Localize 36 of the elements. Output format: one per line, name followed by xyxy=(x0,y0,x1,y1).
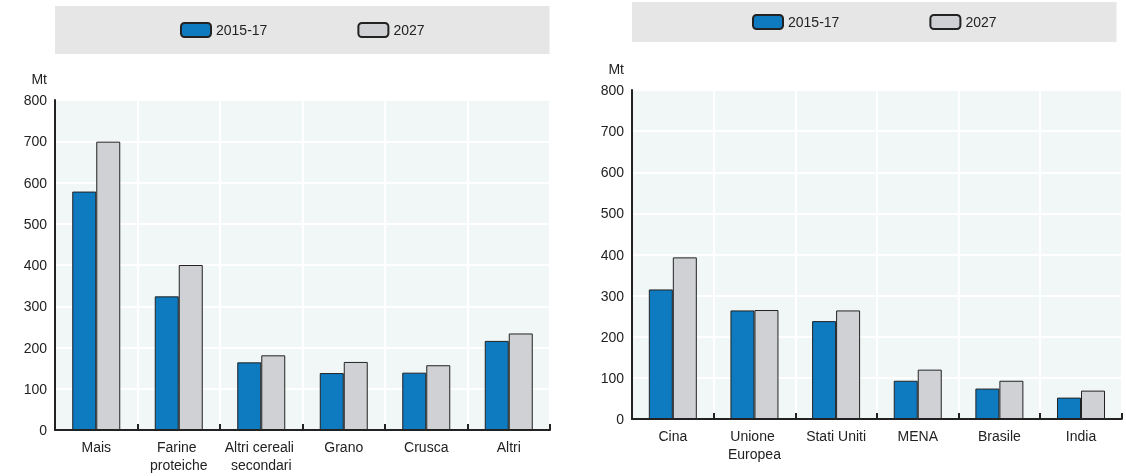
y-axis-title: Mt xyxy=(608,61,625,77)
y-tick-label: 500 xyxy=(23,215,48,232)
y-tick-label: 0 xyxy=(616,411,625,427)
y-tick-label: 400 xyxy=(23,257,48,273)
x-tick-label: Grano xyxy=(324,439,364,455)
y-tick-label: 200 xyxy=(23,339,48,356)
y-tick-label: 0 xyxy=(39,422,48,438)
y-tick-label: 300 xyxy=(23,298,48,315)
x-tick-label: Brasile xyxy=(977,428,1021,444)
legend-label: 2027 xyxy=(965,14,997,30)
legend-label: 2027 xyxy=(393,22,425,38)
x-tick-label: MENA xyxy=(897,428,939,444)
y-tick-label: 700 xyxy=(23,133,48,150)
y-tick-label: 100 xyxy=(600,369,625,386)
y-tick-label: 600 xyxy=(23,174,48,191)
x-tick-label: Stati Uniti xyxy=(806,428,867,444)
x-tick-label: Cina xyxy=(658,428,688,444)
x-tick-label: Crusca xyxy=(404,439,449,455)
y-tick-label: 100 xyxy=(23,380,48,397)
y-tick-label: 600 xyxy=(600,164,625,181)
x-tick-label: India xyxy=(1065,428,1097,444)
x-tick-label: Unione Europea xyxy=(727,428,782,462)
x-tick-label: Farine proteiche xyxy=(149,439,208,473)
y-tick-label: 700 xyxy=(600,123,625,140)
y-tick-label: 800 xyxy=(600,82,625,98)
y-tick-label: 500 xyxy=(600,205,625,222)
y-tick-label: 800 xyxy=(23,92,48,108)
y-tick-label: 300 xyxy=(600,287,625,304)
y-tick-label: 400 xyxy=(600,246,625,263)
legend-label: 2015-17 xyxy=(216,22,268,38)
x-tick-label: Altri xyxy=(496,439,521,455)
legend-label: 2015-17 xyxy=(788,14,840,30)
x-tick-label: Altri cereali secondari xyxy=(224,439,298,473)
y-axis-title: Mt xyxy=(31,71,48,87)
x-tick-label: Mais xyxy=(81,439,112,455)
y-tick-label: 200 xyxy=(600,328,625,345)
